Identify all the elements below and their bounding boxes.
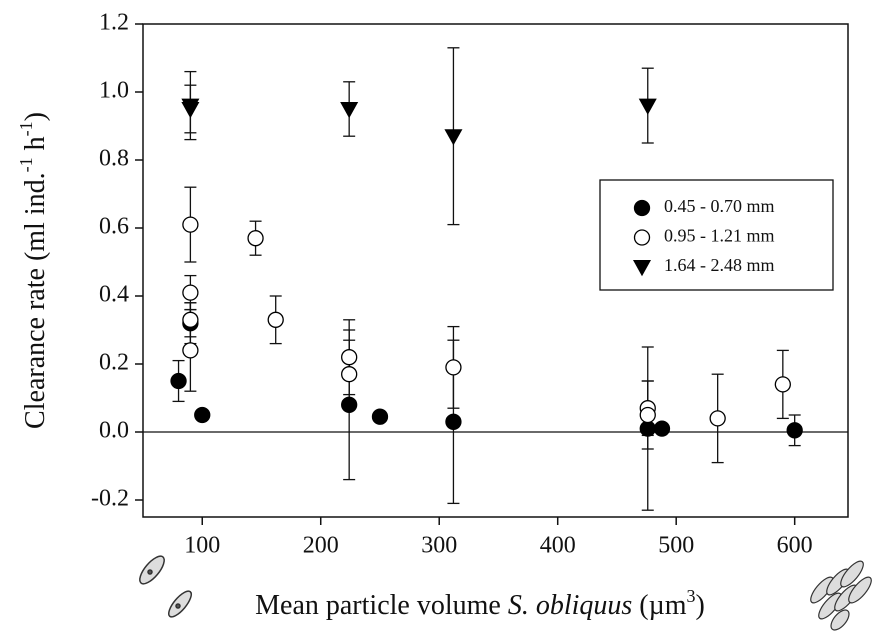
cell-icon-small [139,555,193,618]
legend-marker [633,199,651,217]
plot-frame [142,23,849,518]
marker [774,376,791,393]
legend-marker [632,260,652,277]
x-axis-label: Mean particle volume S. obliquus (µm3) [255,586,705,621]
legend: 0.45 - 0.70 mm 0.95 - 1.21 mm 1.64 - 2.48 … [599,179,834,291]
x-tick-label: 600 [777,533,813,559]
marker [653,420,671,437]
y-tick-label: 0.4 [99,282,129,308]
legend-label: 1.64 - 2.48 mm [664,255,775,275]
x-axis-label-part: 3 [687,586,696,606]
y-tick-label: 0.2 [99,350,129,376]
marker [182,284,199,301]
y-tick-label: 1.0 [99,78,129,104]
marker [709,410,726,427]
y-tick-label: 0.6 [99,214,129,240]
marker [371,408,389,425]
marker [341,349,358,366]
x-axis-label-part: S. obliquus [508,590,633,621]
marker [182,216,199,233]
legend-label: 0.95 - 1.21 mm [664,226,775,246]
marker [182,342,199,359]
marker [341,396,358,413]
x-tick-label: 100 [184,533,220,559]
marker [341,366,358,383]
y-tick-label: -0.2 [91,486,129,512]
marker [267,311,284,328]
x-axis-label-part: ) [696,590,705,621]
marker [170,372,187,390]
marker [340,101,359,119]
y-axis-label-part: Clearance rate (ml ind. [20,172,51,429]
legend-marker [633,229,651,246]
y-axis-label-part: -1 [16,157,36,172]
marker [786,422,803,439]
marker [182,311,199,328]
marker [247,230,264,247]
x-axis-label-part: (µm [632,590,686,621]
x-tick-label: 400 [540,533,576,559]
marker [444,129,463,146]
marker [638,98,657,115]
marker [445,359,462,376]
x-tick-label: 500 [658,533,694,559]
x-tick-label: 200 [303,533,339,559]
y-axis-label-part: -1 [16,121,36,136]
x-tick-label: 300 [421,533,457,559]
y-axis-label: Clearance rate (ml ind.-1 h-1) [16,112,51,429]
x-axis-label-part: Mean particle volume [255,590,508,621]
cell-icon-cluster [810,560,872,631]
y-tick-label: 0.8 [99,146,129,172]
marker [639,406,656,424]
y-axis-label-part: h [20,136,51,157]
y-tick-label: 0.0 [99,418,129,444]
marker [181,101,200,119]
y-tick-label: 1.2 [99,10,129,36]
marker [194,406,211,424]
legend-label: 0.45 - 0.70 mm [664,196,775,216]
marker [445,413,462,430]
marker [639,420,656,437]
y-axis-label-part: ) [20,112,51,121]
